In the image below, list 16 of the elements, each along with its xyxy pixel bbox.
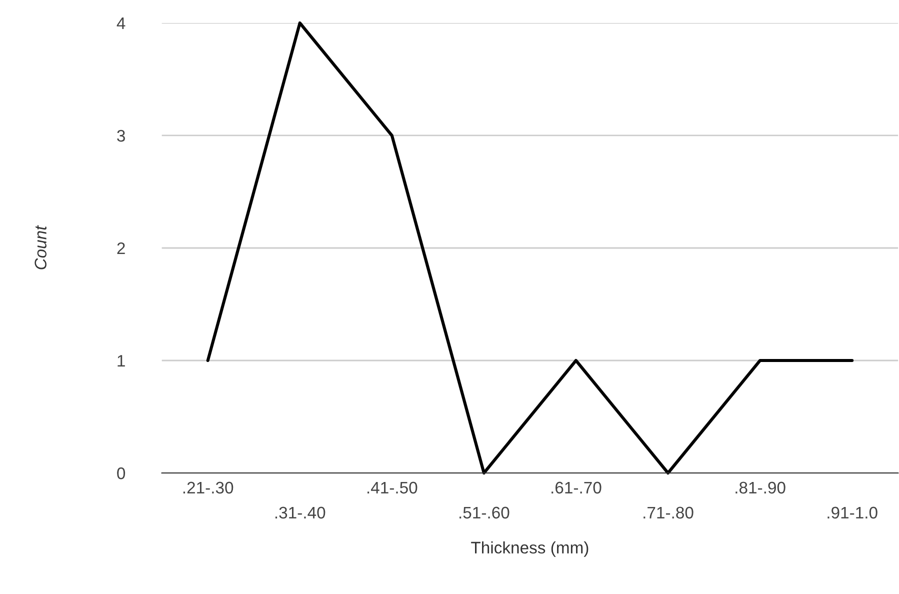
y-tick-label: 2 [117,242,125,254]
x-tick-label: .31-.40 [275,506,326,519]
x-tick-label: .51-.60 [460,506,510,519]
line-series [206,21,854,475]
y-tick-label: 3 [117,130,125,142]
y-tick-label: 0 [117,467,126,480]
x-tick-label: .81-.90 [736,482,786,494]
x-tick-label: .61-.70 [552,482,602,494]
x-tick-label: .41-.50 [367,482,418,494]
y-tick-label: 4 [116,18,126,30]
x-tick-label: .71-.80 [644,506,694,519]
x-axis-title: Thickness (mm) [471,541,588,557]
x-tick-label: .21-.30 [183,482,234,494]
y-tick-label: 1 [118,355,125,367]
y-axis-title: Count [34,225,46,270]
x-tick-label: .91-1.0 [828,506,878,519]
